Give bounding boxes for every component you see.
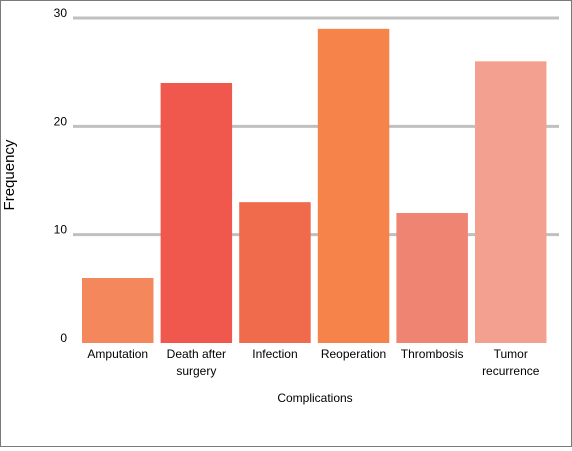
x-axis-label: Complications [277,391,352,405]
x-tick-label: recurrence [482,364,540,378]
x-tick-label: Infection [252,347,297,361]
bar [239,202,311,343]
x-tick-labels: Amputation Death after surgery Infection Reo… [87,347,539,378]
x-tick-label: surgery [176,364,216,378]
x-tick-label: Death after [167,347,226,361]
y-axis-label: Frequency [1,139,18,210]
y-tick-labels: 0 10 20 30 [54,6,68,345]
bar [160,83,233,343]
bar [396,213,468,343]
bar [475,61,547,343]
y-tick-label: 20 [54,114,68,128]
x-tick-label: Tumor [494,347,528,361]
x-tick-label: Thrombosis [401,347,464,361]
y-tick-label: 10 [54,223,68,237]
bar [82,278,154,343]
bar [317,28,390,343]
bars [82,28,547,343]
y-tick-label: 0 [60,331,67,345]
x-tick-label: Amputation [87,347,148,361]
y-tick-label: 30 [54,6,68,20]
x-tick-label: Reoperation [321,347,386,361]
